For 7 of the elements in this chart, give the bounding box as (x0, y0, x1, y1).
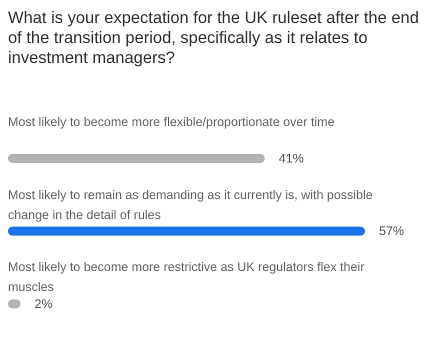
y-tick-label: Most likely to remain as demanding as it currently is, with possible change in the detail of rules (8, 186, 374, 224)
chart-title: What is your expectation for the UK ruleset after the end of the transition period, specifically as it relates to investment managers? (8, 8, 420, 68)
y-tick-label: Most likely to become more restrictive as UK regulators flex their muscles (8, 259, 366, 296)
data-label: 41% (278, 152, 304, 166)
y-tick-label: Most likely to become more flexible/proportionate over time (8, 114, 336, 131)
data-label: 57% (379, 224, 404, 238)
data-label: 2% (34, 296, 53, 311)
